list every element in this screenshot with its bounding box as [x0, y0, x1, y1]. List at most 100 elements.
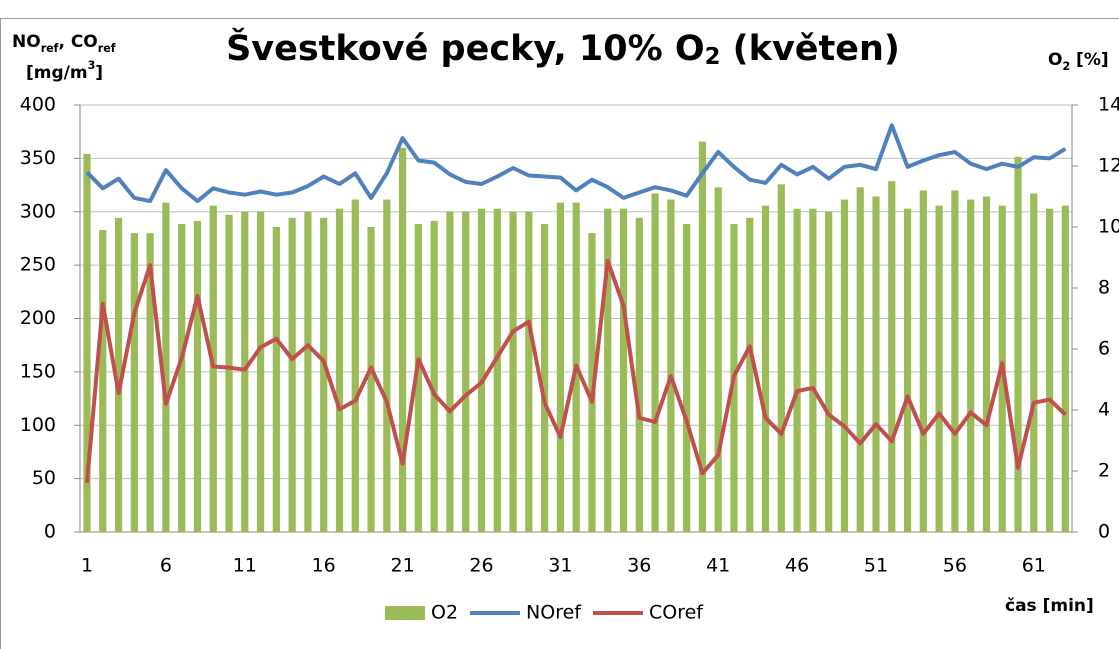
y-tick-label: 350: [20, 147, 56, 169]
bar: [588, 233, 596, 532]
bar: [967, 199, 975, 533]
x-tick-label: 31: [548, 555, 572, 577]
bar: [856, 187, 864, 532]
y-tick-label: 0: [44, 521, 56, 543]
text-script: ref: [98, 42, 116, 55]
bar: [840, 199, 849, 533]
y2-tick-label: 4: [1098, 399, 1110, 421]
bar: [367, 227, 375, 532]
x-tick-label: 6: [160, 555, 172, 577]
bar: [414, 223, 422, 532]
bar: [288, 217, 296, 532]
bar: [178, 223, 186, 532]
bar: [761, 205, 770, 532]
x-tick-label: 51: [864, 555, 888, 577]
chart-border: [0, 18, 1119, 649]
legend-label: O2: [431, 602, 458, 624]
y2-tick-label: 6: [1098, 338, 1110, 360]
text-part: ]: [95, 63, 103, 83]
y2-tick-label: 12: [1098, 155, 1119, 177]
y-tick-label: 50: [32, 467, 56, 489]
y2-tick-label: 10: [1098, 216, 1119, 238]
text-script: ref: [41, 42, 59, 55]
bar: [272, 227, 280, 532]
y-tick-label: 400: [20, 94, 56, 116]
text-part: O: [1048, 50, 1062, 70]
line: [85, 123, 1067, 204]
bar: [982, 196, 991, 532]
bar: [919, 190, 927, 532]
x-tick-label: 26: [469, 555, 493, 577]
text-script: 2: [705, 44, 721, 70]
y2-tick-label: 0: [1098, 521, 1110, 543]
bar: [1030, 193, 1038, 532]
bar: [777, 184, 785, 533]
chart-title: Švestkové pecky, 10% O2 (květen): [226, 27, 900, 70]
y-tick-label: 200: [20, 307, 56, 329]
y-axis-label: NOref, COref: [12, 32, 116, 55]
x-tick-label: 1: [81, 555, 93, 577]
x-tick-label: 16: [312, 555, 336, 577]
bar: [1061, 205, 1069, 532]
x-tick-label: 36: [627, 555, 651, 577]
bar: [146, 233, 154, 532]
text-part: NO: [12, 32, 41, 52]
legend-label: NOref: [526, 602, 582, 624]
bar: [446, 211, 454, 532]
bar: [304, 211, 312, 532]
y2-axis-label: O2 [%]: [1048, 50, 1109, 73]
text-script: 3: [88, 59, 96, 72]
bar: [635, 217, 643, 532]
bar: [903, 208, 912, 532]
bar: [193, 220, 202, 532]
bar: [114, 217, 123, 532]
y-tick-label: 300: [20, 200, 56, 222]
bar: [162, 202, 170, 532]
bar: [383, 199, 391, 533]
bar: [651, 193, 659, 532]
bar: [209, 205, 217, 532]
bar: [667, 199, 675, 533]
text-part: [mg/m: [26, 63, 88, 83]
y2-tick-label: 14: [1098, 94, 1119, 116]
y-tick-label: 250: [20, 254, 56, 276]
bar: [1014, 156, 1022, 532]
bar: [83, 153, 91, 533]
text-part: [%]: [1070, 50, 1109, 70]
bar: [525, 211, 533, 532]
bar: [746, 217, 754, 532]
bar: [241, 211, 249, 532]
bar: [493, 208, 501, 532]
bar: [477, 208, 486, 532]
bar: [809, 208, 817, 532]
bar: [1045, 208, 1054, 532]
bar: [698, 141, 707, 532]
x-axis-label: čas [min]: [1005, 596, 1094, 616]
bar: [541, 223, 549, 532]
bar: [604, 208, 612, 532]
bar: [320, 217, 328, 532]
bar: [556, 202, 564, 532]
x-tick-label: 46: [785, 555, 809, 577]
bar: [130, 233, 138, 532]
bar: [225, 214, 233, 533]
line: [85, 258, 1067, 484]
bar: [951, 190, 959, 532]
y2-tick-label: 8: [1098, 277, 1110, 299]
text-part: , CO: [58, 32, 97, 52]
bar: [351, 199, 359, 533]
bar: [99, 230, 107, 533]
bar: [825, 211, 833, 532]
bar: [399, 147, 407, 532]
x-tick-label: 41: [706, 555, 730, 577]
bar: [714, 187, 722, 532]
bar: [935, 205, 943, 532]
bar: [888, 181, 896, 532]
bar: [793, 208, 801, 532]
legend-label: COref: [649, 602, 704, 624]
bar: [256, 211, 265, 532]
text-script: 2: [1062, 60, 1070, 73]
y-tick-label: 100: [20, 414, 56, 436]
x-tick-label: 21: [391, 555, 415, 577]
